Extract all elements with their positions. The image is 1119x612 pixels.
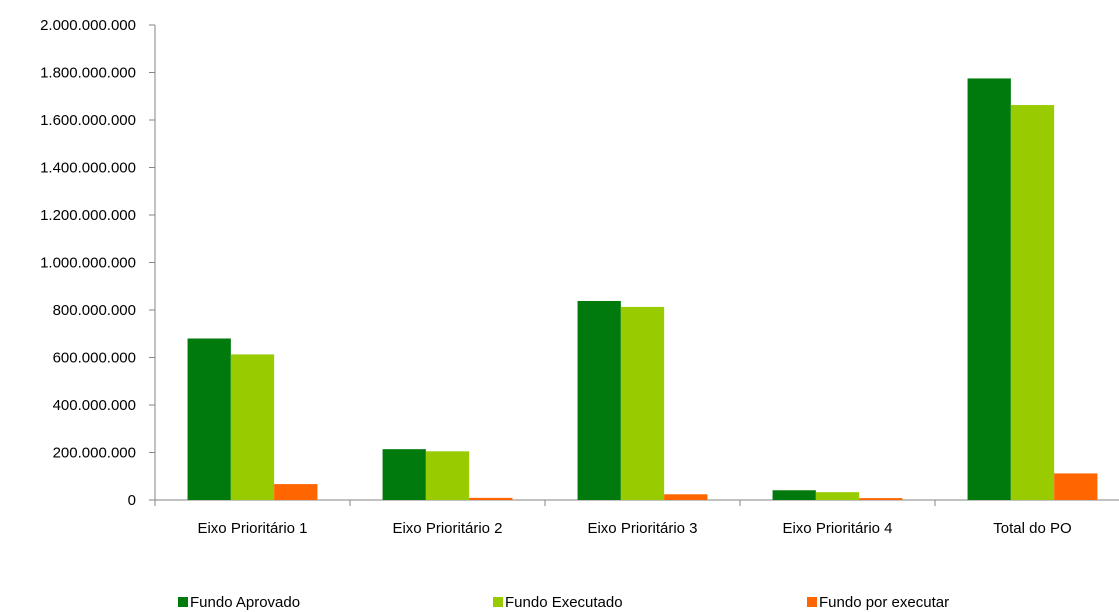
bar [577, 300, 621, 500]
bar [1010, 105, 1055, 500]
x-tick-label: Eixo Prioritário 3 [587, 520, 697, 537]
y-tick-label: 200.000.000 [53, 445, 136, 462]
y-tick-label: 0 [128, 492, 136, 509]
bar [187, 338, 231, 500]
bar [664, 494, 708, 500]
bar [620, 306, 665, 500]
legend-label: Fundo Executado [505, 594, 623, 611]
bar [382, 449, 426, 500]
y-tick-label: 600.000.000 [53, 350, 136, 367]
x-tick-label: Eixo Prioritário 4 [782, 520, 892, 537]
x-tick-label: Total do PO [993, 520, 1071, 537]
y-tick-label: 1.000.000.000 [40, 255, 136, 272]
bar [815, 492, 860, 500]
bar [469, 497, 513, 500]
x-tick-label: Eixo Prioritário 1 [197, 520, 307, 537]
y-tick-label: 400.000.000 [53, 397, 136, 414]
bar [1054, 473, 1098, 500]
y-tick-label: 1.600.000.000 [40, 112, 136, 129]
y-tick-label: 2.000.000.000 [40, 17, 136, 34]
bar [230, 354, 275, 500]
bar [967, 78, 1011, 500]
legend-swatch [807, 597, 817, 607]
legend-label: Fundo Aprovado [190, 594, 300, 611]
bars [187, 78, 1098, 500]
bar [772, 490, 816, 500]
y-tick-label: 1.200.000.000 [40, 207, 136, 224]
bar [274, 484, 318, 500]
x-axis: Eixo Prioritário 1 Eixo Prioritário 2 Eixo… [154, 499, 1119, 537]
y-tick-label: 1.800.000.000 [40, 65, 136, 82]
bar [425, 451, 470, 500]
legend-swatch [178, 597, 188, 607]
legend-label: Fundo por executar [819, 594, 949, 611]
y-axis: 0 200.000.000 400.000.000 600.000.000 800.00… [40, 17, 156, 509]
y-tick-label: 1.400.000.000 [40, 160, 136, 177]
legend: Fundo Aprovado Fundo Executado Fundo por e… [178, 594, 949, 611]
y-tick-label: 800.000.000 [53, 302, 136, 319]
legend-swatch [493, 597, 503, 607]
x-tick-label: Eixo Prioritário 2 [392, 520, 502, 537]
bar [859, 498, 903, 500]
